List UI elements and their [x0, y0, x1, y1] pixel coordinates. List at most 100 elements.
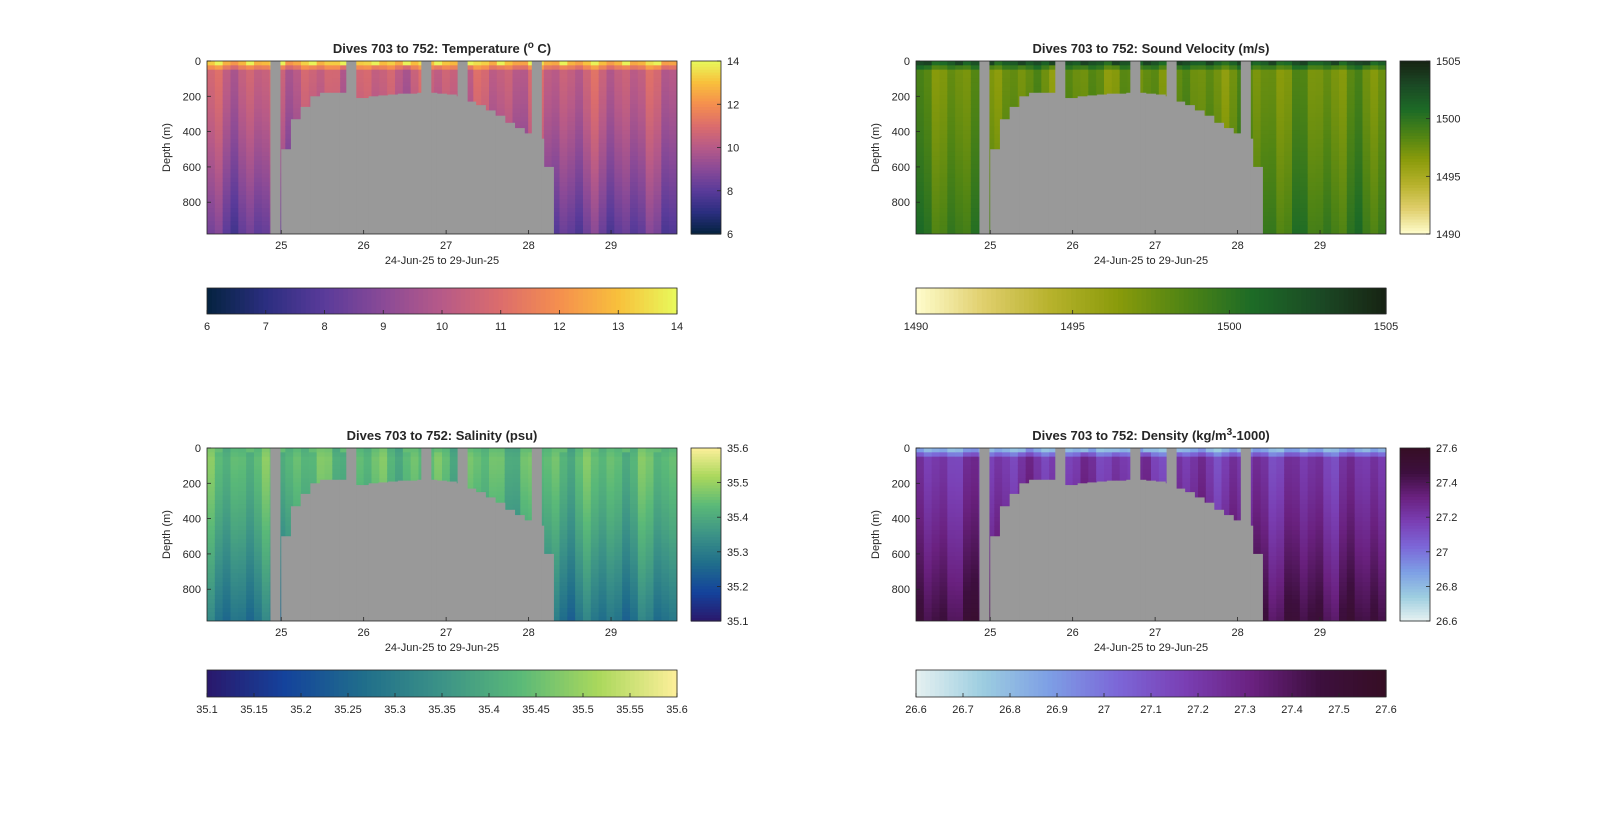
heatmap-cell [520, 104, 528, 109]
heatmap-cell [607, 65, 615, 70]
heatmap-cell [246, 212, 254, 217]
heatmap-cell [1182, 61, 1190, 66]
heatmap-cell [1269, 122, 1277, 127]
heatmap-cell [1284, 143, 1292, 148]
heatmap-cell [638, 212, 646, 217]
heatmap-cell [955, 70, 963, 75]
heatmap-cell [1253, 83, 1261, 88]
heatmap-cell [560, 117, 568, 122]
heatmap-cell [646, 152, 654, 157]
heatmap-cell [223, 117, 231, 122]
heatmap-cell [1276, 113, 1284, 118]
heatmap-cell [223, 217, 231, 222]
colorbar-bottom-swatch [419, 288, 424, 314]
heatmap-cell [947, 91, 955, 96]
heatmap-cell [434, 70, 442, 75]
heatmap-cell [1316, 152, 1324, 157]
heatmap-cell [1300, 65, 1308, 70]
heatmap-cell [591, 165, 599, 170]
heatmap-cell [544, 109, 552, 114]
heatmap-cell [654, 104, 662, 109]
heatmap-cell [207, 173, 215, 178]
heatmap-cell [630, 100, 638, 105]
heatmap-cell [932, 173, 940, 178]
heatmap-cell [947, 83, 955, 88]
x-tick-label: 26 [358, 240, 370, 252]
heatmap-cell [231, 126, 239, 131]
heatmap-cell [1276, 217, 1284, 222]
heatmap-cell [994, 113, 1002, 118]
heatmap-cell [638, 100, 646, 105]
heatmap-cell [1316, 135, 1324, 140]
heatmap-cell [940, 199, 948, 204]
heatmap-cell [646, 182, 654, 187]
heatmap-cell [599, 204, 607, 209]
heatmap-cell [1323, 169, 1331, 174]
heatmap-cell [669, 169, 677, 174]
heatmap-cell [262, 225, 270, 230]
heatmap-cell [1010, 78, 1018, 83]
heatmap-cell [1269, 165, 1277, 170]
heatmap-cell [1370, 139, 1378, 144]
heatmap-cell [317, 70, 325, 75]
heatmap-cell [231, 156, 239, 161]
heatmap-cell [630, 169, 638, 174]
heatmap-cell [1261, 61, 1269, 66]
heatmap-cell [223, 130, 231, 135]
heatmap-cell [560, 87, 568, 92]
heatmap-cell [654, 178, 662, 183]
heatmap-cell [262, 91, 270, 96]
heatmap-cell [614, 212, 622, 217]
heatmap-cell [1073, 91, 1081, 96]
heatmap-cell [379, 61, 387, 66]
heatmap-cell [473, 96, 481, 101]
heatmap-cell [638, 178, 646, 183]
heatmap-cell [932, 195, 940, 200]
heatmap-cell [262, 165, 270, 170]
heatmap-cell [238, 173, 246, 178]
heatmap-cell [924, 178, 932, 183]
heatmap-cell [630, 208, 638, 213]
heatmap-cell [309, 91, 317, 96]
heatmap-cell [654, 165, 662, 170]
heatmap-cell [947, 199, 955, 204]
heatmap-cell [1182, 78, 1190, 83]
heatmap-cell [1331, 160, 1339, 165]
heatmap-cell [575, 109, 583, 114]
heatmap-cell [1284, 173, 1292, 178]
heatmap-cell [1308, 122, 1316, 127]
heatmap-cell [963, 117, 971, 122]
heatmap-cell [1284, 135, 1292, 140]
heatmap-cell [1339, 186, 1347, 191]
heatmap-cell [654, 78, 662, 83]
heatmap-cell [544, 61, 552, 66]
heatmap-cell [207, 152, 215, 157]
heatmap-cell [231, 70, 239, 75]
heatmap-cell [332, 65, 340, 70]
heatmap-cell [1347, 212, 1355, 217]
heatmap-cell [1308, 178, 1316, 183]
heatmap-cell [638, 74, 646, 79]
heatmap-cell [1292, 113, 1300, 118]
heatmap-cell [567, 186, 575, 191]
colorbar-bottom-swatch [212, 288, 217, 314]
heatmap-cell [955, 165, 963, 170]
heatmap-cell [325, 78, 333, 83]
heatmap-cell [215, 117, 223, 122]
heatmap-cell [1347, 126, 1355, 131]
heatmap-cell [1300, 126, 1308, 131]
heatmap-cell [940, 208, 948, 213]
heatmap-cell [434, 61, 442, 66]
heatmap-cell [552, 109, 560, 114]
heatmap-cell [1300, 96, 1308, 101]
heatmap-cell [450, 70, 458, 75]
heatmap-cell [1276, 204, 1284, 209]
heatmap-cell [947, 87, 955, 92]
heatmap-cell [254, 78, 262, 83]
heatmap-cell [567, 195, 575, 200]
heatmap-cell [947, 225, 955, 230]
heatmap-cell [583, 135, 591, 140]
heatmap-cell [916, 182, 924, 187]
heatmap-cell [924, 148, 932, 153]
heatmap-cell [630, 96, 638, 101]
